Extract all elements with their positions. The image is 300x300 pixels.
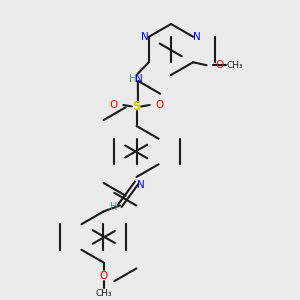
Text: N: N (193, 32, 201, 42)
Text: N: N (135, 74, 143, 84)
Text: O: O (99, 271, 108, 281)
Text: O: O (155, 100, 164, 110)
Text: N: N (141, 32, 149, 42)
Text: CH₃: CH₃ (227, 61, 243, 70)
Text: H: H (128, 74, 136, 84)
Text: N: N (137, 180, 145, 190)
Text: H: H (110, 202, 117, 212)
Text: CH₃: CH₃ (95, 289, 112, 298)
Text: O: O (215, 60, 223, 70)
Text: S: S (132, 100, 141, 113)
Text: O: O (109, 100, 118, 110)
